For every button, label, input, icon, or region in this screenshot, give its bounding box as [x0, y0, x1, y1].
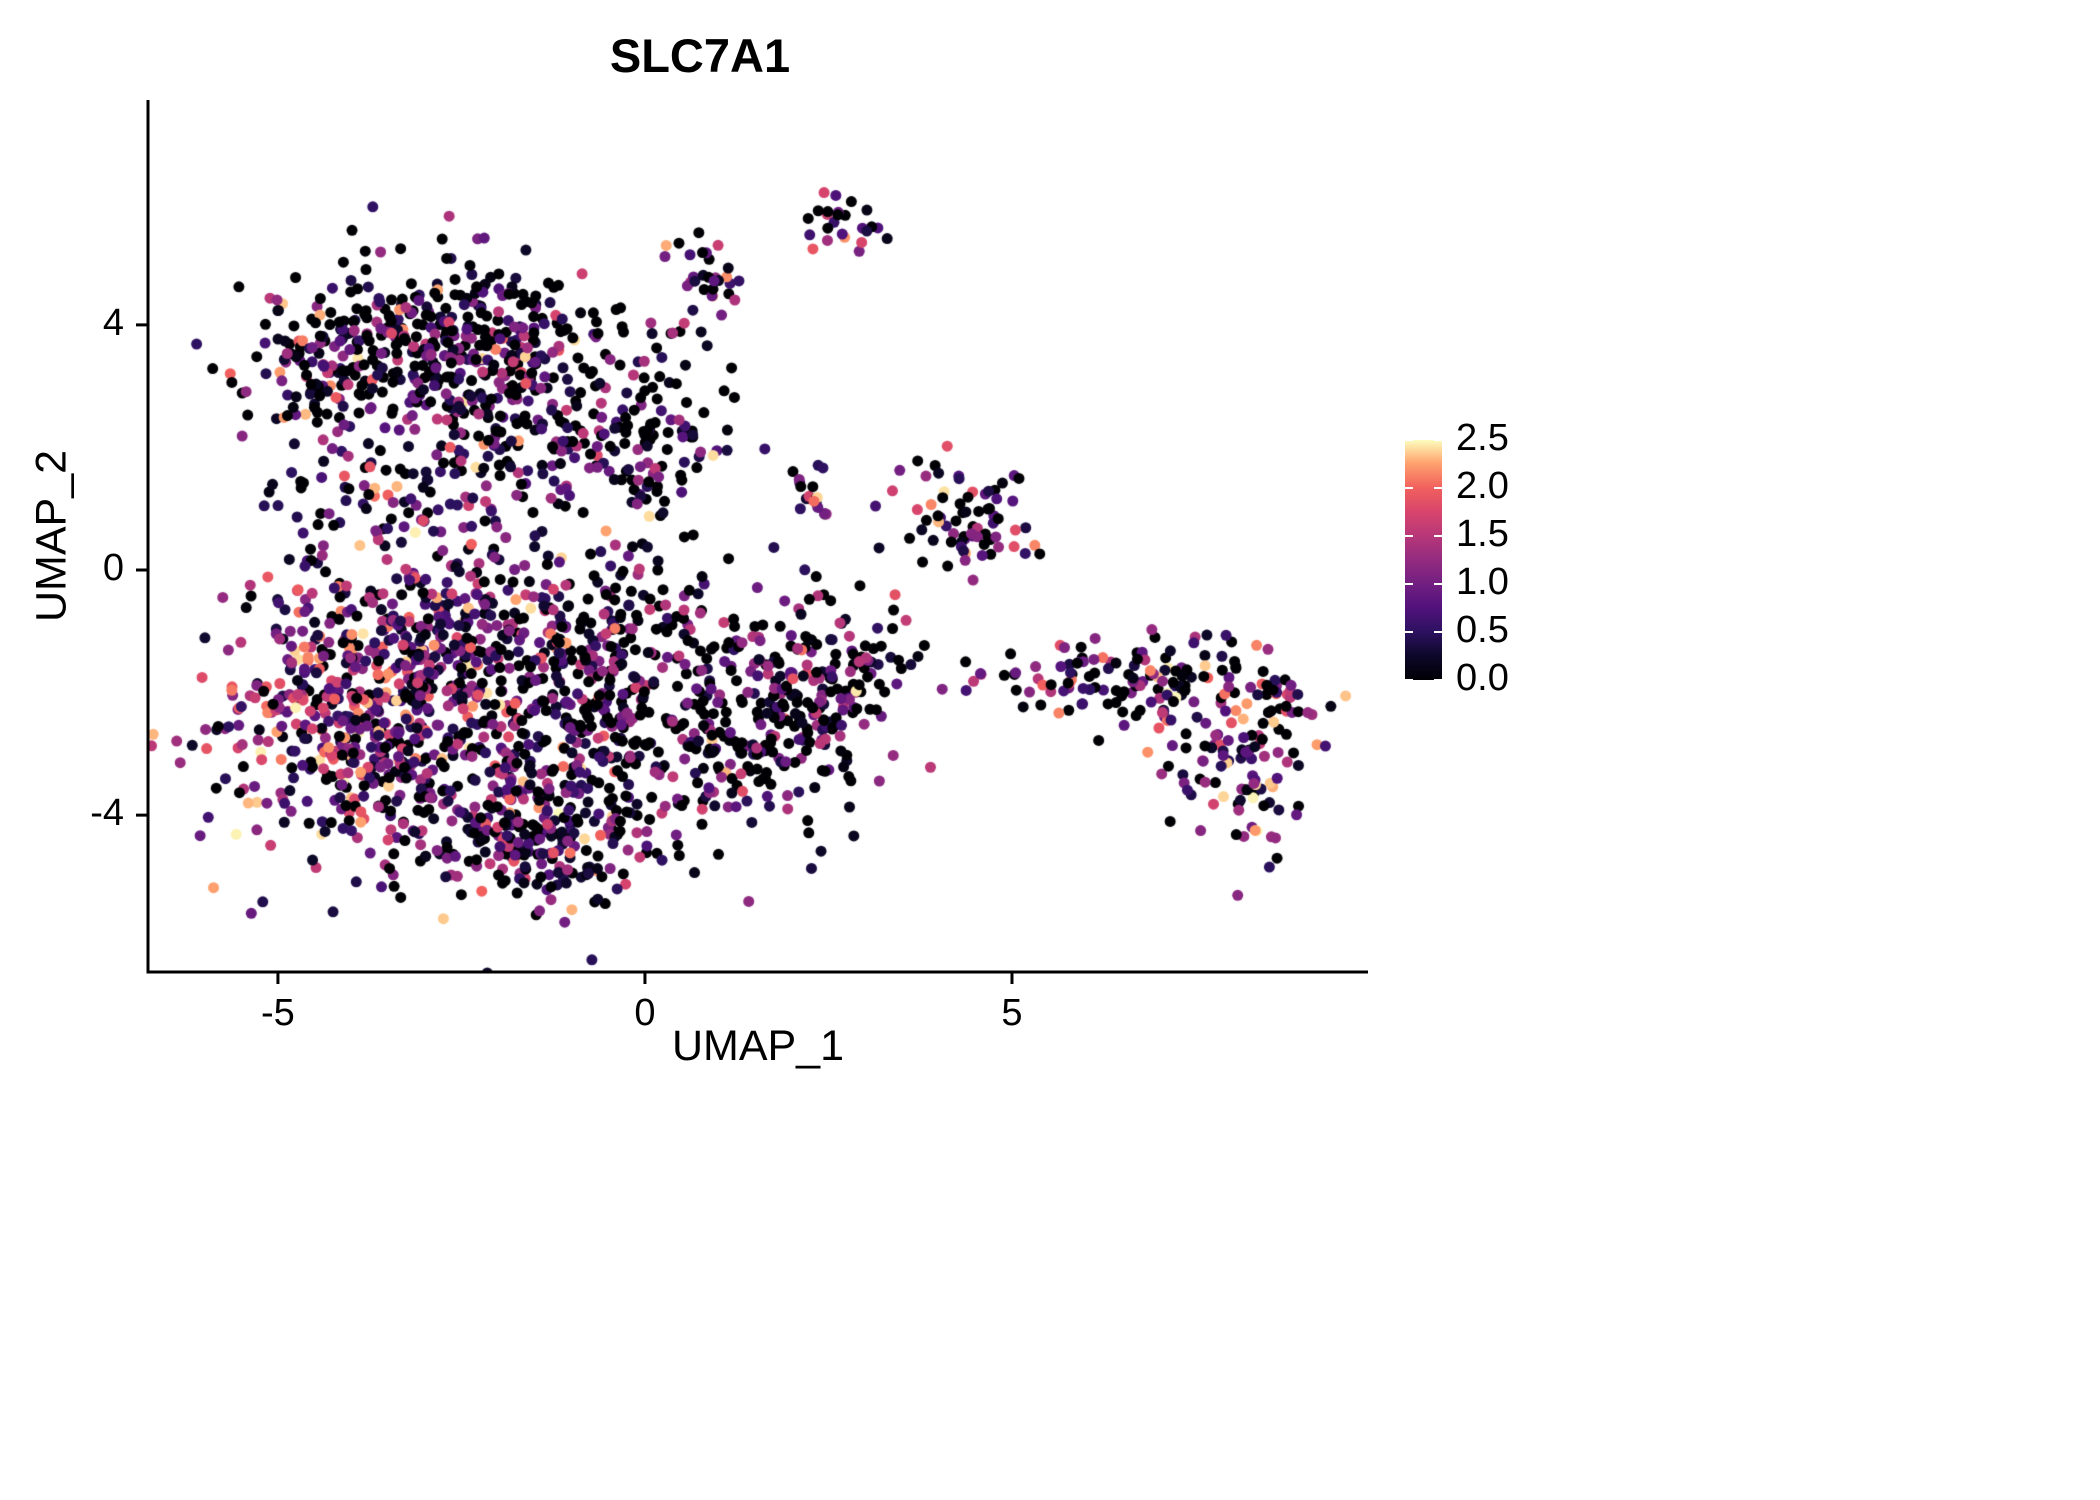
colorbar-tick-label: 1.5: [1456, 513, 1509, 555]
colorbar-tick-mark: [1405, 631, 1413, 633]
colorbar-legend: 0.0 0.5 1.0 1.5 2.0 2.5: [1405, 417, 1575, 699]
y-tick-label: -4: [90, 792, 124, 835]
x-tick-label: -5: [261, 992, 295, 1034]
y-tick-label: 4: [102, 301, 124, 344]
colorbar-tick-mark: [1405, 583, 1413, 585]
x-tick-label: 0: [634, 992, 656, 1034]
x-tick-label: 5: [1001, 992, 1023, 1034]
colorbar-tick-mark: [1405, 535, 1413, 537]
colorbar-tick-mark: [1405, 439, 1413, 441]
colorbar-tick-mark: [1434, 583, 1442, 585]
colorbar-tick-mark: [1434, 631, 1442, 633]
colorbar-tick-label: 0.5: [1456, 609, 1509, 651]
plot-title: SLC7A1: [609, 29, 791, 82]
y-tick-label: 0: [102, 547, 124, 589]
x-axis-label: UMAP_1: [671, 1022, 845, 1070]
y-axis-label: UMAP_2: [27, 449, 76, 623]
colorbar-tick-mark: [1434, 439, 1442, 441]
colorbar-tick-label: 1.0: [1456, 561, 1509, 603]
colorbar-tick-label: 2.0: [1456, 465, 1509, 507]
colorbar-tick-mark: [1434, 487, 1442, 489]
scatter-points-canvas: [148, 100, 1368, 972]
colorbar-tick-label: 2.5: [1456, 417, 1509, 459]
colorbar-tick-mark: [1405, 487, 1413, 489]
colorbar-tick-mark: [1405, 679, 1413, 681]
colorbar-tick-mark: [1434, 535, 1442, 537]
colorbar-tick-mark: [1434, 679, 1442, 681]
colorbar-tick-label: 0.0: [1456, 657, 1509, 699]
colorbar-gradient: [1405, 440, 1442, 680]
